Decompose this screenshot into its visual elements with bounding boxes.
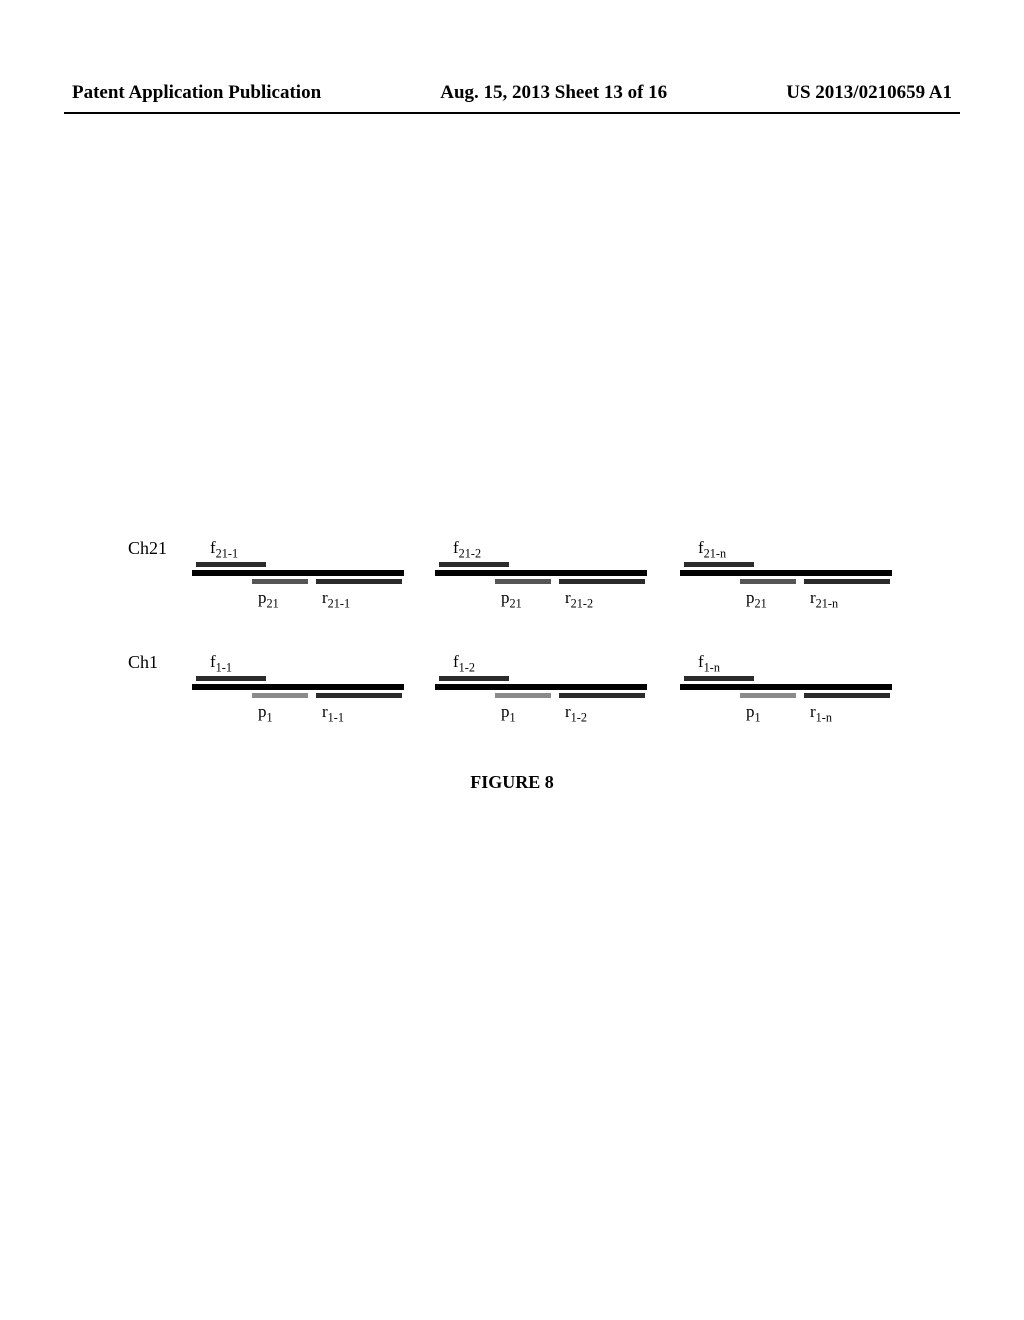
probe-bar (740, 693, 796, 698)
reverse-primer-bar (559, 693, 645, 698)
reverse-primer-label: r21-2 (565, 588, 593, 611)
probe-label: p1 (258, 702, 273, 725)
primer-group: f1-1p1r1-1 (192, 660, 404, 730)
primer-group: f1-np1r1-n (680, 660, 892, 730)
primer-group: f1-2p1r1-2 (435, 660, 647, 730)
forward-primer-label: f21-1 (210, 538, 238, 561)
forward-primer-bar (196, 676, 266, 681)
chromosome-row: Ch21f21-1p21r21-1f21-2p21r21-2f21-np21r2… (152, 546, 912, 646)
forward-primer-bar (439, 562, 509, 567)
forward-primer-label: f1-2 (453, 652, 475, 675)
forward-primer-label: f1-1 (210, 652, 232, 675)
probe-label: p21 (501, 588, 522, 611)
forward-primer-bar (684, 562, 754, 567)
probe-bar (495, 693, 551, 698)
primer-group: f21-1p21r21-1 (192, 546, 404, 616)
reverse-primer-label: r1-n (810, 702, 832, 725)
reverse-primer-bar (804, 693, 890, 698)
publication-header: Patent Application Publication Aug. 15, … (64, 46, 960, 114)
forward-primer-label: f1-n (698, 652, 720, 675)
figure-caption: FIGURE 8 (64, 772, 960, 793)
figure-8-diagram: Ch21f21-1p21r21-1f21-2p21r21-2f21-np21r2… (152, 546, 912, 774)
template-strand (192, 570, 404, 576)
template-strand (192, 684, 404, 690)
forward-primer-label: f21-n (698, 538, 726, 561)
probe-bar (252, 693, 308, 698)
page-frame: Patent Application Publication Aug. 15, … (64, 46, 960, 1274)
template-strand (680, 570, 892, 576)
header-left: Patent Application Publication (72, 82, 321, 104)
reverse-primer-label: r1-1 (322, 702, 344, 725)
reverse-primer-bar (559, 579, 645, 584)
reverse-primer-label: r21-1 (322, 588, 350, 611)
template-strand (435, 570, 647, 576)
forward-primer-bar (439, 676, 509, 681)
reverse-primer-label: r1-2 (565, 702, 587, 725)
primer-group: f21-2p21r21-2 (435, 546, 647, 616)
probe-bar (740, 579, 796, 584)
reverse-primer-bar (316, 693, 402, 698)
chromosome-label: Ch1 (128, 652, 158, 673)
chromosome-label: Ch21 (128, 538, 167, 559)
reverse-primer-label: r21-n (810, 588, 838, 611)
probe-label: p21 (258, 588, 279, 611)
probe-label: p1 (501, 702, 516, 725)
primer-group: f21-np21r21-n (680, 546, 892, 616)
forward-primer-bar (684, 676, 754, 681)
template-strand (435, 684, 647, 690)
probe-label: p1 (746, 702, 761, 725)
chromosome-row: Ch1f1-1p1r1-1f1-2p1r1-2f1-np1r1-n (152, 660, 912, 760)
header-center: Aug. 15, 2013 Sheet 13 of 16 (440, 82, 667, 104)
header-right: US 2013/0210659 A1 (786, 82, 952, 104)
template-strand (680, 684, 892, 690)
probe-bar (495, 579, 551, 584)
reverse-primer-bar (316, 579, 402, 584)
forward-primer-bar (196, 562, 266, 567)
reverse-primer-bar (804, 579, 890, 584)
probe-label: p21 (746, 588, 767, 611)
probe-bar (252, 579, 308, 584)
forward-primer-label: f21-2 (453, 538, 481, 561)
